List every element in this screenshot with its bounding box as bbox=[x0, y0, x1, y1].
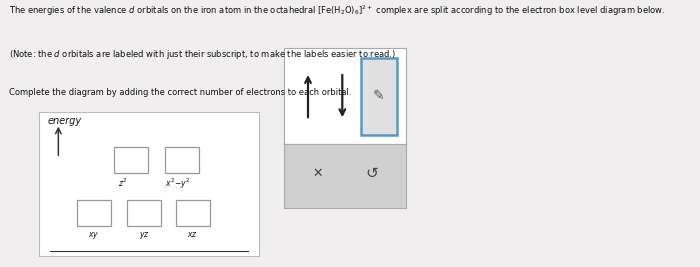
Bar bbox=[176, 200, 210, 226]
Text: $z^2$: $z^2$ bbox=[118, 177, 127, 189]
Text: ✎: ✎ bbox=[373, 89, 385, 103]
Bar bbox=[114, 147, 148, 173]
Text: $xz$: $xz$ bbox=[188, 230, 198, 239]
Text: $yz$: $yz$ bbox=[139, 230, 150, 241]
Text: Complete the diagram by adding the correct number of electrons to each orbital.: Complete the diagram by adding the corre… bbox=[9, 88, 351, 97]
Text: $xy$: $xy$ bbox=[88, 230, 99, 241]
Text: energy: energy bbox=[48, 116, 81, 127]
Bar bbox=[76, 200, 111, 226]
Text: $x^2\!-\!y^2$: $x^2\!-\!y^2$ bbox=[164, 177, 190, 191]
Bar bbox=[164, 147, 199, 173]
Bar bbox=[360, 58, 398, 135]
Bar bbox=[127, 200, 162, 226]
Text: The energies of the valence $d$ orbitals on the iron atom in the octahedral $\le: The energies of the valence $d$ orbitals… bbox=[9, 4, 666, 18]
Text: ↺: ↺ bbox=[365, 166, 378, 180]
Text: (Note: the $d$ orbitals are labeled with just their subscript, to make the label: (Note: the $d$ orbitals are labeled with… bbox=[9, 48, 396, 61]
Text: ✕: ✕ bbox=[312, 167, 323, 179]
